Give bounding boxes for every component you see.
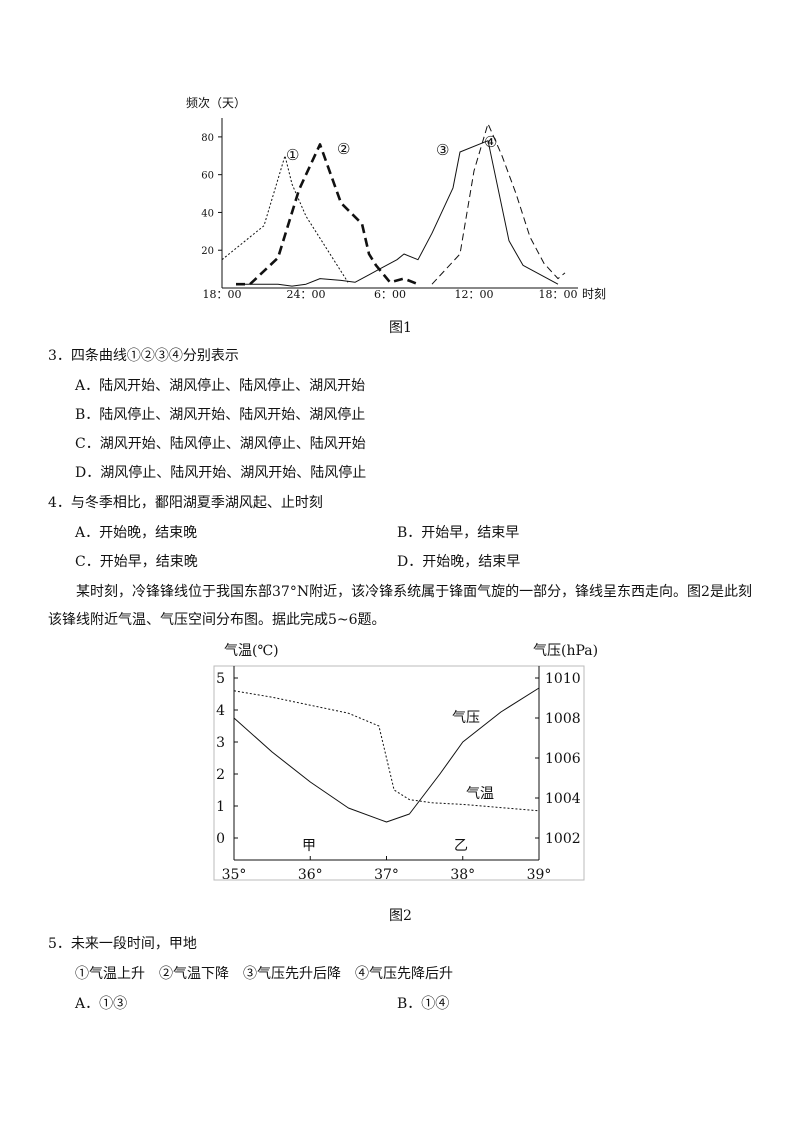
figure1-curve-label-4: ④ [484,133,497,151]
figure2-right-tick-label: 1004 [545,791,581,807]
figure1-ytick-label: 60 [201,171,214,182]
figure1-series-line-1 [221,155,349,283]
q4-option-b: B．开始早，结束早 [397,525,520,541]
figure1-curve-label-1: ① [286,146,299,164]
figure1-series-line-3 [236,140,559,287]
figure1-xtick-label: 24：00 [287,288,326,301]
figure2-right-tick-label: 1008 [545,711,581,727]
figure2-x-tick-label: 35° [222,867,247,883]
figure1-xlabel: 时刻 [582,287,606,301]
q3-option-b: B．陆风停止、湖风开始、陆风开始、湖风停止 [75,407,366,423]
figure1-series-line-4 [431,123,566,285]
figure1-ytick-label: 20 [201,246,214,257]
figure1-curve-label-3: ③ [436,141,449,159]
q3-option-a: A．陆风开始、湖风停止、陆风停止、湖风开始 [75,378,366,394]
figure1-xtick-label: 18：00 [539,288,578,301]
figure1-ytick-label: 40 [201,208,214,219]
q4-stem: 4．与冬季相比，鄱阳湖夏季湖风起、止时刻 [48,495,323,511]
figure2-left-axis-label: 气温(℃) [224,643,279,659]
figure1-xtick-label: 18：00 [203,288,242,301]
figure2-label-temperature: 气温 [466,786,494,802]
figure2-left-tick-label: 5 [216,671,225,687]
q4-option-a: A．开始晚，结束晚 [75,525,198,541]
figure1-xtick-label: 12：00 [455,288,494,301]
q3-option-c: C．湖风开始、陆风停止、湖风停止、陆风开始 [75,436,366,452]
passage: 某时刻，冷锋锋线位于我国东部37°N附近，该冷锋系统属于锋面气旋的一部分，锋线呈… [48,584,752,628]
figure1-curve-label-2: ② [337,140,350,158]
figure2-x-tick-label: 39° [527,867,552,883]
figure2-left-tick-label: 1 [216,799,225,815]
q5-option-a: A．①③ [75,996,128,1012]
figure2-right-axis-label: 气压(hPa) [533,643,598,659]
figure1-series-line-2 [236,143,419,286]
q3-stem: 3．四条曲线①②③④分别表示 [48,348,239,364]
figure1-ylabel: 频次（天） [186,96,246,110]
figure1-ytick-label: 80 [201,133,214,144]
figure1-xtick-label: 6：00 [374,288,406,301]
figure2-left-tick-label: 4 [216,703,225,719]
q5-option-b: B．①④ [397,996,450,1012]
figure2-label-pressure: 气压 [452,710,480,726]
figure2-frame [213,665,585,881]
figure2-series-line-temperature [233,690,540,812]
figure2-x-tick-label: 36° [298,867,323,883]
figure2-place-yi: 乙 [454,838,468,854]
q4-option-c: C．开始早，结束晚 [75,554,198,570]
figure2-left-tick-label: 3 [216,735,225,751]
figure2-right-tick-label: 1002 [545,831,581,847]
figure2-left-tick-label: 2 [216,767,225,783]
q5-items: ①气温上升 ②气温下降 ③气压先升后降 ④气压先降后升 [75,966,453,982]
q3-option-d: D．湖风停止、陆风开始、湖风开始、陆风停止 [75,465,367,481]
figure2-x-tick-label: 37° [374,867,399,883]
figure2-chart: 气温(℃) 气压(hPa) 5 4 3 2 1 0 1010 1008 1006 1004 100… [213,643,598,883]
q4-option-d: D．开始晚，结束早 [397,554,521,570]
figure1-caption: 图1 [389,320,412,336]
figure2-x-tick-label: 38° [450,867,475,883]
figure2-series-line-pressure [233,687,540,823]
figure2-caption: 图2 [389,908,412,924]
figure2-right-tick-label: 1006 [545,751,581,767]
figure2-right-tick-label: 1010 [545,671,581,687]
figure2-left-tick-label: 0 [216,831,225,847]
q5-stem: 5．未来一段时间，甲地 [48,936,197,952]
figure2-place-jia: 甲 [302,838,316,854]
